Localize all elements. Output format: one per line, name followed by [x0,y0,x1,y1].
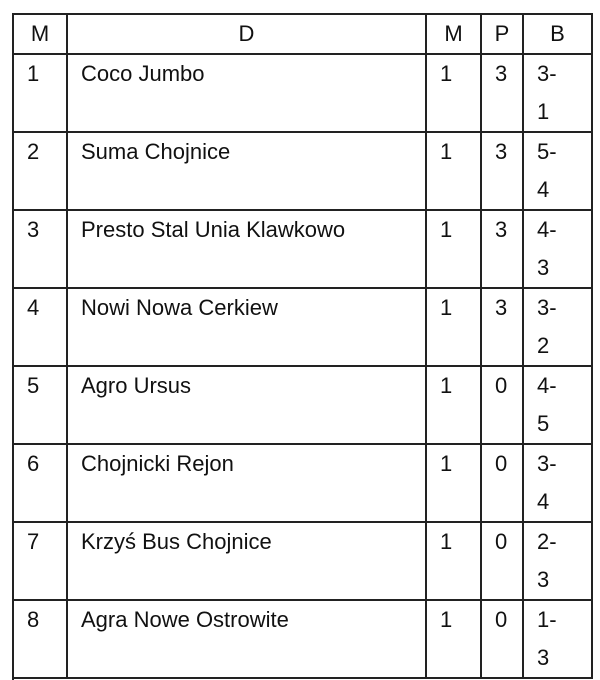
matches-cell: 1 [425,53,482,133]
team-cell: Krzyś Bus Chojnice [66,521,427,601]
goals-cell: 3-4 [522,443,593,523]
table-row: 1 Coco Jumbo 1 3 3-1 [12,53,593,133]
team-cell: Chojnicki Rejon [66,443,427,523]
header-cell: M [425,13,482,55]
header-cell: P [480,13,524,55]
rank-cell: 4 [12,287,68,367]
matches-cell: 1 [425,365,482,445]
goals-cell: 2-3 [522,521,593,601]
table-row: 8 Agra Nowe Ostrowite 1 0 1-3 [12,599,593,679]
goals-text: 3-4 [537,451,557,514]
table-row: 7 Krzyś Bus Chojnice 1 0 2-3 [12,521,593,601]
goals-text: 4-3 [537,217,557,280]
team-cell: Coco Jumbo [66,53,427,133]
rank-cell: 7 [12,521,68,601]
goals-cell: 5-4 [522,131,593,211]
header-cell: D [66,13,427,55]
goals-cell: 4-5 [522,365,593,445]
matches-cell: 1 [425,131,482,211]
next-row-edge [12,660,589,680]
matches-cell: 1 [425,209,482,289]
points-cell: 3 [480,209,524,289]
team-cell: Presto Stal Unia Klawkowo [66,209,427,289]
team-cell: Agra Nowe Ostrowite [66,599,427,679]
goals-cell: 3-1 [522,53,593,133]
points-cell: 0 [480,365,524,445]
rank-cell: 8 [12,599,68,679]
table-row: 5 Agro Ursus 1 0 4-5 [12,365,593,445]
goals-text: 2-3 [537,529,557,592]
team-cell: Suma Chojnice [66,131,427,211]
rank-cell: 6 [12,443,68,523]
matches-cell: 1 [425,287,482,367]
rank-cell: 5 [12,365,68,445]
goals-text: 3-1 [537,61,557,124]
team-cell: Nowi Nowa Cerkiew [66,287,427,367]
points-cell: 3 [480,131,524,211]
table-row: 4 Nowi Nowa Cerkiew 1 3 3-2 [12,287,593,367]
matches-cell: 1 [425,599,482,679]
rank-cell: 1 [12,53,68,133]
header-cell: B [522,13,593,55]
matches-cell: 1 [425,443,482,523]
goals-cell: 4-3 [522,209,593,289]
goals-cell: 3-2 [522,287,593,367]
goals-text: 1-3 [537,607,557,670]
goals-text: 5-4 [537,139,557,202]
table-row: 3 Presto Stal Unia Klawkowo 1 3 4-3 [12,209,593,289]
rank-cell: 3 [12,209,68,289]
points-cell: 3 [480,53,524,133]
team-cell: Agro Ursus [66,365,427,445]
table-row: 2 Suma Chojnice 1 3 5-4 [12,131,593,211]
rank-cell: 2 [12,131,68,211]
header-cell: M [12,13,68,55]
goals-text: 3-2 [537,295,557,358]
goals-text: 4-5 [537,373,557,436]
table-row: 6 Chojnicki Rejon 1 0 3-4 [12,443,593,523]
points-cell: 3 [480,287,524,367]
points-cell: 0 [480,521,524,601]
matches-cell: 1 [425,521,482,601]
points-cell: 0 [480,443,524,523]
